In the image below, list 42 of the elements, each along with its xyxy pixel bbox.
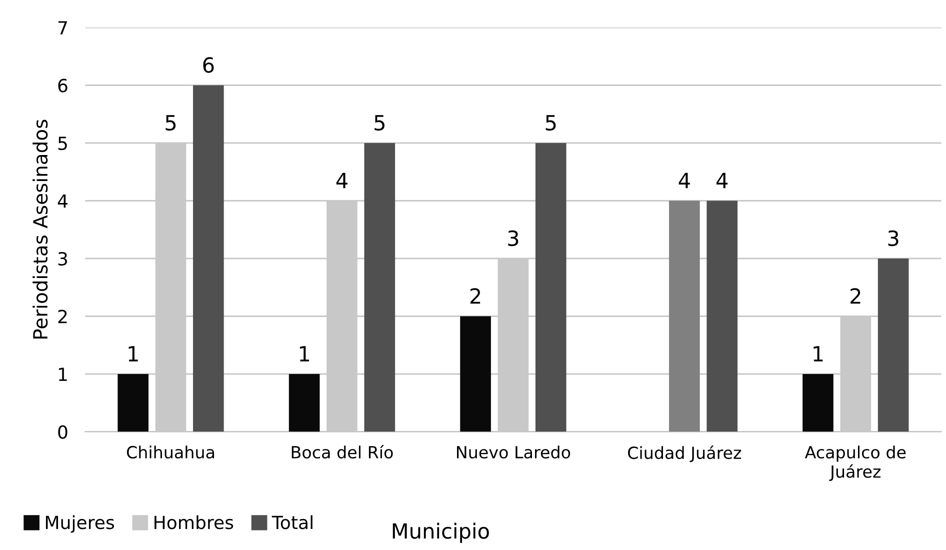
bar bbox=[193, 85, 224, 432]
x-tick-label: Acapulco de Juárez bbox=[804, 446, 906, 481]
y-tick-label: 7 bbox=[58, 21, 67, 34]
y-tick-label: 2 bbox=[58, 310, 67, 324]
data-label: 5 bbox=[374, 115, 384, 131]
data-label: 1 bbox=[300, 346, 310, 362]
data-label: 4 bbox=[678, 172, 690, 188]
data-label: 2 bbox=[850, 288, 860, 304]
x-tick-label: Nuevo Laredo bbox=[457, 446, 570, 459]
data-label: 1 bbox=[128, 346, 138, 362]
x-tick-label: Boca del Río bbox=[292, 444, 393, 459]
bar bbox=[878, 258, 909, 432]
bar bbox=[535, 143, 566, 432]
bar bbox=[364, 143, 396, 432]
bar bbox=[669, 200, 700, 432]
y-tick-label: 3 bbox=[58, 252, 68, 266]
legend-label: Mujeres bbox=[46, 515, 114, 533]
data-label: 6 bbox=[203, 57, 214, 73]
data-label: 5 bbox=[546, 115, 556, 131]
y-tick-label: 4 bbox=[58, 194, 68, 208]
y-tick-label: 0 bbox=[58, 425, 68, 439]
y-tick-label: 5 bbox=[58, 136, 67, 150]
x-axis-title: Municipio bbox=[392, 522, 489, 543]
bar bbox=[706, 200, 738, 432]
bar bbox=[802, 374, 834, 432]
legend-label: Hombres bbox=[154, 515, 234, 530]
data-label: 4 bbox=[716, 172, 728, 188]
x-tick-label: Chihuahua bbox=[126, 446, 214, 459]
data-label: 5 bbox=[166, 115, 176, 131]
bar bbox=[288, 374, 320, 432]
data-label: 3 bbox=[888, 230, 898, 246]
data-label: 2 bbox=[470, 288, 480, 304]
bar bbox=[460, 316, 491, 432]
legend-label: Total bbox=[272, 515, 312, 530]
data-label: 1 bbox=[814, 346, 823, 362]
y-axis-title: Periodistas Asesinados bbox=[32, 120, 48, 338]
bar bbox=[118, 374, 148, 432]
y-tick-label: 6 bbox=[58, 78, 68, 92]
y-tick-label: 1 bbox=[58, 368, 67, 381]
data-label: 3 bbox=[508, 230, 518, 246]
x-tick-label: Ciudad Juárez bbox=[628, 446, 742, 462]
data-label: 4 bbox=[336, 172, 348, 188]
